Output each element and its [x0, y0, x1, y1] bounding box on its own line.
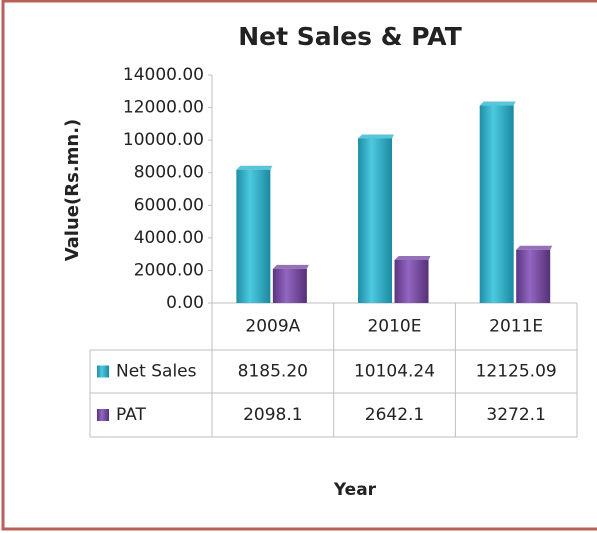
x-axis-title: Year	[333, 480, 377, 500]
y-tick-label: 10000.00	[123, 130, 204, 150]
bar	[358, 138, 393, 303]
bar	[394, 259, 429, 303]
y-tick-label: 12000.00	[123, 98, 204, 118]
legend-key	[97, 365, 109, 378]
y-tick-label: 0.00	[166, 293, 204, 313]
table-value: 12125.09	[476, 362, 557, 382]
x-tick-label: 2011E	[489, 317, 543, 337]
bar	[479, 105, 514, 304]
table-value: 10104.24	[354, 362, 435, 382]
bar-top	[394, 255, 431, 260]
y-tick-label: 2000.00	[134, 260, 204, 280]
legend-label: Net Sales	[116, 362, 197, 382]
table-value: 3272.1	[486, 405, 545, 425]
table-value: 2098.1	[243, 405, 302, 425]
legend-key	[97, 409, 109, 421]
bar	[272, 268, 307, 303]
chart-title: Net Sales & PAT	[238, 22, 462, 51]
bar-top	[272, 264, 309, 269]
table-value: 2642.1	[365, 405, 424, 425]
y-tick-label: 14000.00	[123, 65, 204, 85]
y-axis-title: Value(Rs.mn.)	[62, 119, 83, 262]
x-tick-label: 2010E	[367, 317, 421, 337]
bar-top	[479, 101, 516, 106]
y-tick-label: 8000.00	[134, 163, 204, 183]
bar-top	[236, 165, 273, 170]
bar	[236, 169, 271, 303]
y-tick-label: 4000.00	[134, 228, 204, 248]
bar-top	[516, 245, 553, 250]
x-tick-label: 2009A	[245, 317, 300, 337]
y-tick-label: 6000.00	[134, 195, 204, 215]
bar-top	[358, 134, 395, 139]
table-value: 8185.20	[238, 362, 308, 382]
legend-label: PAT	[116, 405, 146, 425]
bar	[516, 249, 551, 303]
